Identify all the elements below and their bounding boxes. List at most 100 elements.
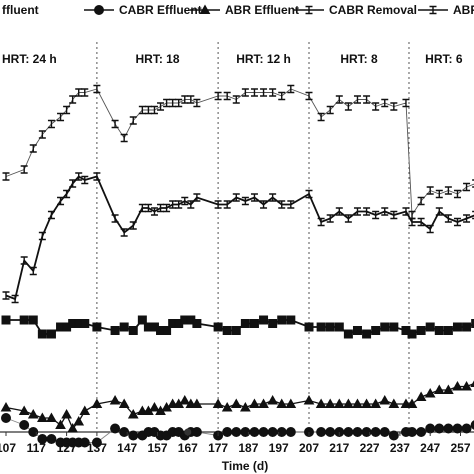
data-point [232,193,240,202]
data-point [193,98,201,108]
data-point [304,322,314,332]
data-point [20,256,28,265]
legend-item: CABR Effluent [84,3,202,17]
data-point [317,217,325,227]
data-point [214,200,222,209]
data-point [305,5,313,15]
data-point [381,207,389,216]
data-point [249,319,259,328]
series-cabr-effluent [1,413,474,448]
data-point [344,102,352,111]
data-point [370,398,382,408]
x-tick-label: 117 [27,441,47,455]
data-point [260,88,268,97]
data-point [461,423,472,434]
data-point [240,401,251,412]
data-point [305,189,313,199]
data-point [429,5,437,15]
data-point [267,427,278,437]
series-abr-effluent [0,380,474,433]
x-tick-label: 127 [57,441,77,455]
data-point [213,322,223,332]
data-point [353,207,361,216]
data-point [461,380,472,391]
data-point [372,210,380,220]
data-point [81,88,89,97]
data-point [372,102,380,111]
data-point [28,315,38,325]
data-point [214,91,222,101]
x-tick-label: 237 [390,441,410,455]
data-point [18,405,30,415]
data-point [435,207,443,216]
data-point [11,294,19,304]
data-point [47,210,55,220]
data-point [110,423,121,434]
data-point [268,319,278,328]
phase-label: HRT: 18 [135,52,179,66]
data-point [199,4,211,14]
x-tick-label: 107 [0,441,16,455]
data-point [426,186,434,195]
data-point [19,420,30,430]
data-point [2,291,10,300]
data-point [326,214,334,223]
data-point [63,105,71,115]
data-point [315,398,327,408]
data-point [434,423,445,434]
data-point [381,98,389,108]
phase-label: HRT: 8 [340,52,378,66]
data-point [390,102,398,111]
series-influent [1,315,474,339]
data-point [424,387,436,398]
data-point [57,112,65,122]
data-point [175,98,183,108]
data-point [402,207,410,216]
data-point [137,315,147,325]
data-point [191,427,202,437]
data-point [285,398,297,408]
data-point [46,434,57,444]
data-point [425,423,436,434]
legend-item: CABR Removal [294,3,417,17]
data-point [390,210,398,220]
data-point [181,196,189,206]
data-point [472,179,474,188]
series-line [5,175,474,301]
data-point [402,98,410,108]
data-point [258,398,269,408]
data-point [371,326,381,335]
data-point [417,217,425,227]
data-point [277,315,287,325]
data-point [69,95,77,104]
data-point [162,326,172,335]
data-point [472,210,474,220]
data-point [260,200,268,209]
data-point [452,322,462,332]
data-point [470,380,474,387]
series-line [5,88,474,217]
data-point [46,412,57,422]
data-point [38,130,46,139]
phase-dividers [96,42,410,432]
data-point [258,427,269,437]
data-point [462,322,472,332]
data-point [415,391,427,401]
data-point [37,412,48,422]
data-point [127,408,139,419]
data-point [118,398,130,408]
data-point [325,427,336,437]
x-tick-label: 227 [360,441,380,455]
data-point [250,193,258,202]
data-point [144,203,152,213]
data-point [352,427,363,437]
data-point [388,398,400,408]
data-point [285,427,296,437]
data-point [453,189,461,199]
data-point [343,329,353,339]
data-point [94,5,104,15]
data-point [305,91,313,101]
data-point [138,105,146,115]
data-point [352,326,362,335]
